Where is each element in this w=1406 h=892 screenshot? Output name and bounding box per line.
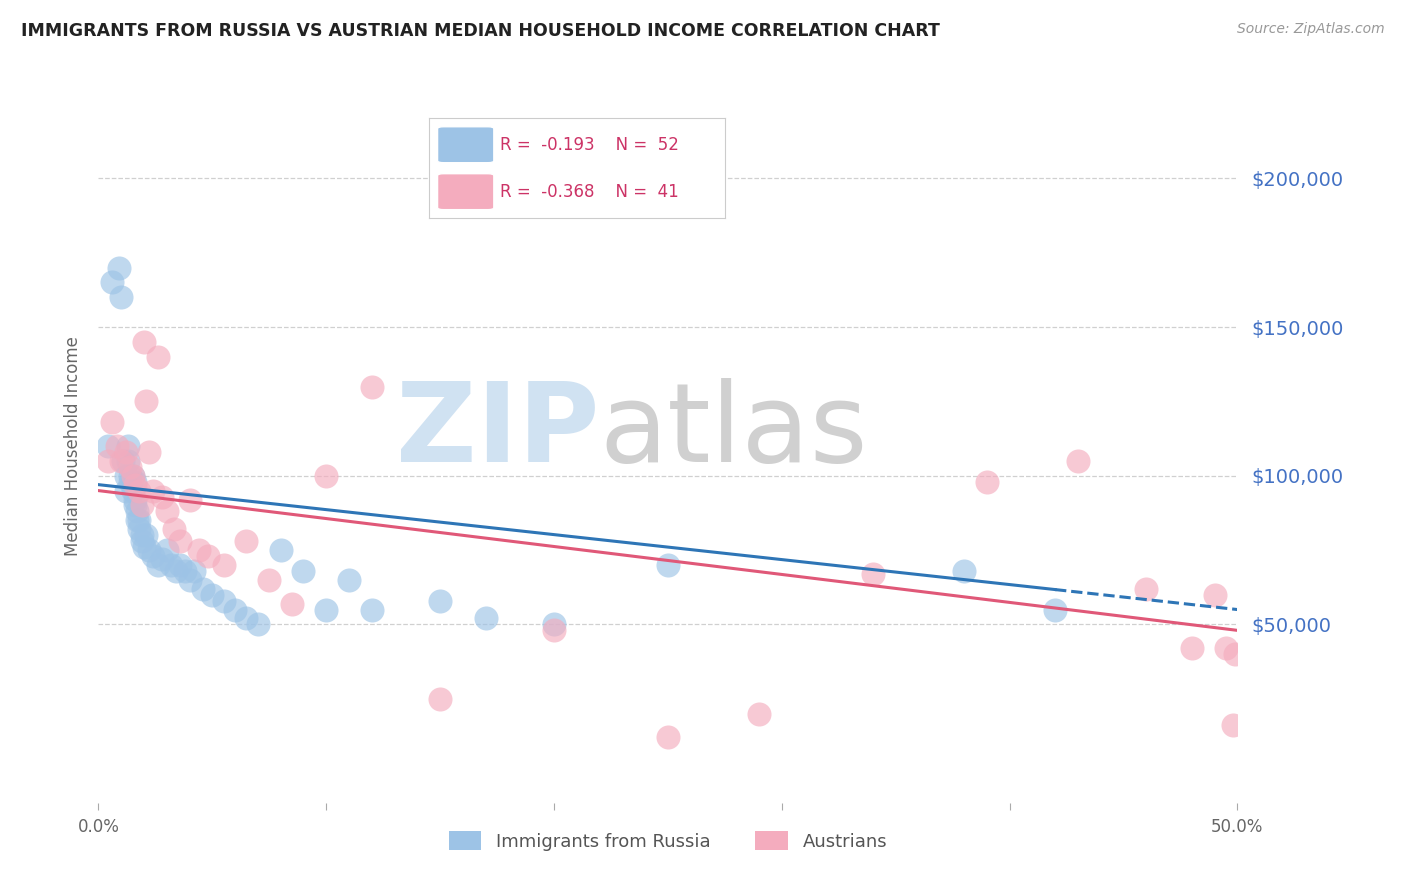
Point xyxy=(360,602,382,616)
Point xyxy=(121,468,143,483)
Point xyxy=(156,504,179,518)
Point xyxy=(165,564,187,578)
Point xyxy=(1215,641,1237,656)
Point xyxy=(429,691,451,706)
Point xyxy=(429,593,451,607)
Text: atlas: atlas xyxy=(599,378,868,485)
Point xyxy=(142,549,165,563)
Point xyxy=(135,528,157,542)
Point xyxy=(128,483,150,498)
Point xyxy=(114,483,136,498)
Point xyxy=(201,588,224,602)
Point xyxy=(131,528,153,542)
Point xyxy=(124,499,146,513)
Point xyxy=(315,602,337,616)
Y-axis label: Median Household Income: Median Household Income xyxy=(63,336,82,556)
Point xyxy=(1135,582,1157,596)
Point xyxy=(138,445,160,459)
Point xyxy=(474,611,496,625)
Point xyxy=(120,475,142,489)
Point xyxy=(112,454,135,468)
Point xyxy=(281,597,304,611)
Point xyxy=(235,611,257,625)
Point xyxy=(543,624,565,638)
Point xyxy=(132,334,155,349)
Point xyxy=(1043,602,1066,616)
Point xyxy=(128,522,150,536)
Point xyxy=(108,260,131,275)
Point xyxy=(748,706,770,721)
Point xyxy=(183,564,205,578)
Point xyxy=(360,379,382,393)
Point xyxy=(174,564,197,578)
Point xyxy=(121,468,143,483)
Point xyxy=(120,459,142,474)
Point xyxy=(543,617,565,632)
Point xyxy=(156,543,179,558)
Point xyxy=(169,534,191,549)
Point xyxy=(128,513,150,527)
Point xyxy=(138,543,160,558)
Point xyxy=(124,477,146,491)
Point xyxy=(1223,647,1246,661)
Point xyxy=(150,490,173,504)
Point xyxy=(110,290,132,304)
Point xyxy=(197,549,219,563)
Point xyxy=(114,468,136,483)
Text: ZIP: ZIP xyxy=(396,378,599,485)
Point xyxy=(657,731,679,745)
Point xyxy=(1181,641,1204,656)
Legend: Immigrants from Russia, Austrians: Immigrants from Russia, Austrians xyxy=(441,824,894,858)
Point xyxy=(212,593,235,607)
Point xyxy=(135,394,157,409)
Point xyxy=(169,558,191,572)
Point xyxy=(105,439,128,453)
Point xyxy=(292,564,315,578)
Point xyxy=(235,534,257,549)
Point xyxy=(270,543,292,558)
Text: IMMIGRANTS FROM RUSSIA VS AUSTRIAN MEDIAN HOUSEHOLD INCOME CORRELATION CHART: IMMIGRANTS FROM RUSSIA VS AUSTRIAN MEDIA… xyxy=(21,22,941,40)
Point xyxy=(246,617,269,632)
Point xyxy=(96,439,118,453)
Point xyxy=(179,573,201,587)
Point xyxy=(337,573,360,587)
Point xyxy=(953,564,976,578)
Point xyxy=(1067,454,1090,468)
Point xyxy=(127,504,149,518)
Point xyxy=(142,483,165,498)
Point xyxy=(259,573,281,587)
Point xyxy=(124,475,146,489)
Point xyxy=(976,475,998,489)
Point xyxy=(150,552,173,566)
Point xyxy=(1204,588,1226,602)
Point xyxy=(124,492,146,507)
Point xyxy=(132,540,155,554)
Point xyxy=(121,483,143,498)
Point xyxy=(117,454,139,468)
Point xyxy=(117,439,139,453)
Point xyxy=(179,492,201,507)
Point xyxy=(187,543,209,558)
Point xyxy=(131,534,153,549)
Point xyxy=(101,415,124,429)
Point xyxy=(120,468,142,483)
Point xyxy=(127,513,149,527)
Point xyxy=(131,499,153,513)
Point xyxy=(212,558,235,572)
Point xyxy=(146,558,169,572)
Point xyxy=(657,558,679,572)
Point xyxy=(146,350,169,364)
Point xyxy=(193,582,215,596)
Point xyxy=(162,522,184,536)
Point xyxy=(1222,718,1244,732)
Point xyxy=(160,558,183,572)
Point xyxy=(110,454,132,468)
Point xyxy=(315,468,337,483)
Text: Source: ZipAtlas.com: Source: ZipAtlas.com xyxy=(1237,22,1385,37)
Point xyxy=(224,602,246,616)
Point xyxy=(114,445,136,459)
Point xyxy=(862,566,884,581)
Point xyxy=(101,276,124,290)
Point xyxy=(96,454,118,468)
